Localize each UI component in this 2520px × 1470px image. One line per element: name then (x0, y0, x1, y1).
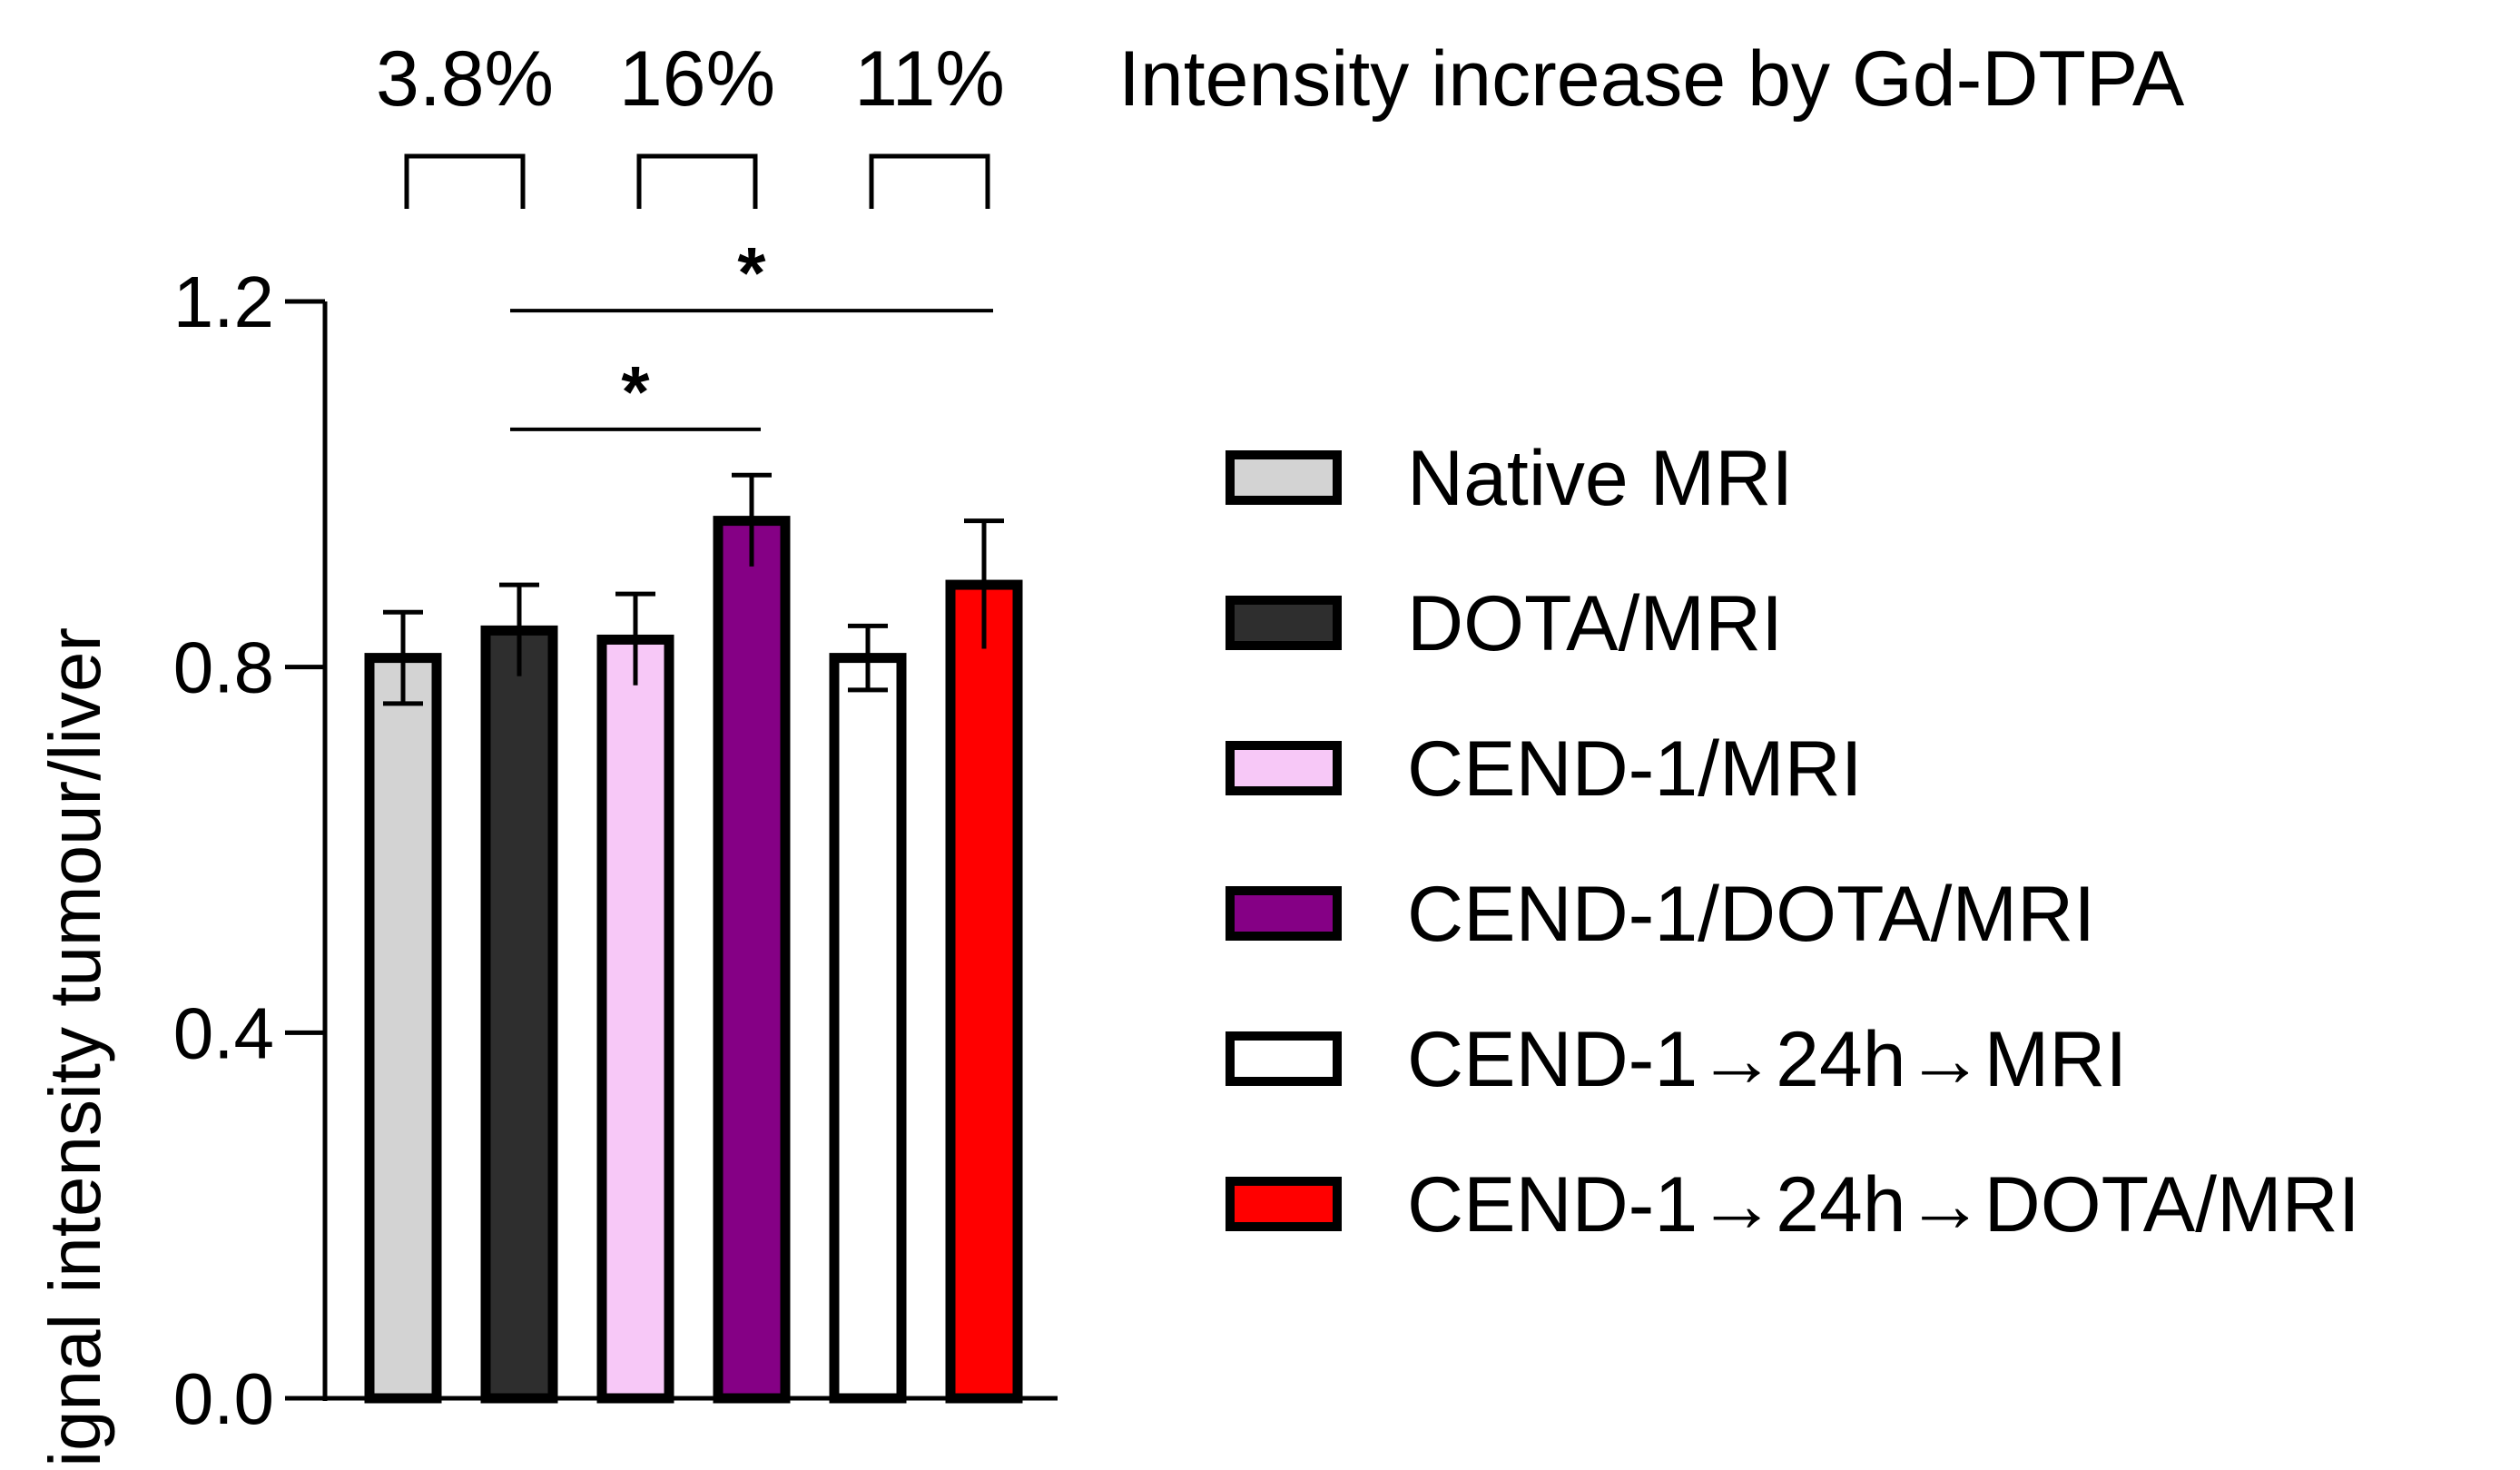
bar-3 (596, 634, 674, 1404)
legend-swatch-4 (1226, 886, 1342, 941)
pair-bracket-line-3 (869, 153, 990, 209)
legend-label-3: CEND-1/MRI (1407, 725, 1863, 813)
error-bar-1 (383, 609, 423, 706)
legend-label-5: CEND-1→24h→MRI (1407, 1016, 2127, 1103)
bars (364, 516, 1023, 1404)
legend: Native MRI DOTA/MRI CEND-1/MRI CEND-1/DOTA/… (1226, 435, 2360, 1248)
y-tick-label-3: 1.2 (173, 261, 274, 342)
legend-item-3: CEND-1/MRI (1226, 725, 1863, 813)
legend-item-6: CEND-1→24h→DOTA/MRI (1226, 1161, 2360, 1248)
significance-star-1: * (621, 351, 650, 432)
pair-bracket-line-2 (636, 153, 758, 209)
pair-brackets: 3.8% 16% 11% (376, 35, 1005, 209)
y-axis: 0.0 0.4 0.8 1.2 (173, 261, 328, 1439)
pair-label-3: 11% (854, 35, 1005, 123)
significance-lines: ** (510, 232, 993, 432)
error-bar-3 (615, 591, 655, 686)
pair-bracket-1: 3.8% (376, 35, 554, 209)
pair-bracket-3: 11% (854, 35, 1005, 209)
y-tick-label-2: 0.8 (173, 627, 274, 708)
error-bars (383, 472, 1004, 706)
legend-label-6: CEND-1→24h→DOTA/MRI (1407, 1161, 2360, 1248)
legend-item-1: Native MRI (1226, 435, 1793, 522)
legend-swatch-2 (1226, 596, 1342, 650)
pair-caption: Intensity increase by Gd-DTPA (1118, 35, 2185, 123)
significance-1: * (510, 351, 761, 432)
error-bar-6 (964, 518, 1004, 649)
legend-swatch-5 (1226, 1031, 1342, 1086)
error-bar-4 (732, 472, 772, 567)
legend-swatch-1 (1226, 450, 1342, 505)
y-tick-label-0: 0.0 (173, 1358, 274, 1439)
legend-label-4: CEND-1/DOTA/MRI (1407, 871, 2095, 958)
legend-swatch-3 (1226, 741, 1342, 795)
pair-label-2: 16% (619, 35, 775, 123)
bar-6 (945, 579, 1023, 1404)
error-bar-2 (499, 582, 539, 676)
bar-5 (829, 653, 907, 1404)
pair-bracket-2: 16% (619, 35, 775, 209)
legend-label-1: Native MRI (1407, 435, 1793, 522)
legend-item-2: DOTA/MRI (1226, 580, 1783, 667)
bar-1 (364, 653, 442, 1404)
significance-2: * (510, 232, 993, 313)
legend-label-2: DOTA/MRI (1407, 580, 1783, 667)
significance-star-2: * (737, 232, 766, 313)
legend-swatch-6 (1226, 1177, 1342, 1231)
pair-label-1: 3.8% (376, 35, 554, 123)
pair-bracket-line-1 (404, 153, 526, 209)
error-bar-5 (848, 623, 888, 693)
legend-item-4: CEND-1/DOTA/MRI (1226, 871, 2095, 958)
y-axis-label: Signal intensity tumour/liver (34, 627, 115, 1470)
bar-2 (480, 625, 558, 1404)
y-tick-label-1: 0.4 (173, 992, 274, 1073)
legend-item-5: CEND-1→24h→MRI (1226, 1016, 2127, 1103)
bar-4 (713, 516, 791, 1404)
